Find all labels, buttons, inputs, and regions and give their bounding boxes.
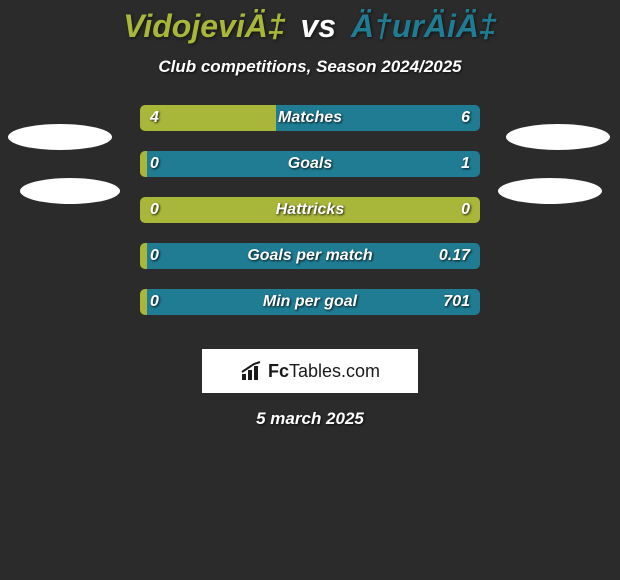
bar-left bbox=[140, 289, 147, 315]
bar-track: 0701Min per goal bbox=[140, 289, 480, 315]
date-line: 5 march 2025 bbox=[0, 409, 620, 429]
comparison-title: VidojeviÄ‡ vs Ä†urÄiÄ‡ bbox=[0, 0, 620, 45]
decorative-ellipse bbox=[8, 124, 112, 150]
bar-left bbox=[140, 197, 480, 223]
decorative-ellipse bbox=[506, 124, 610, 150]
stat-row: 0701Min per goal bbox=[0, 289, 620, 335]
bar-track: 00.17Goals per match bbox=[140, 243, 480, 269]
brand-box: FcTables.com bbox=[202, 349, 418, 393]
player1-name: VidojeviÄ‡ bbox=[123, 8, 285, 44]
bar-right bbox=[147, 151, 480, 177]
brand-text: FcTables.com bbox=[268, 361, 380, 382]
bar-track: 46Matches bbox=[140, 105, 480, 131]
bar-track: 01Goals bbox=[140, 151, 480, 177]
decorative-ellipse bbox=[20, 178, 120, 204]
brand-inner: FcTables.com bbox=[240, 360, 380, 382]
brand-text-rest: Tables.com bbox=[289, 361, 380, 381]
decorative-ellipse bbox=[498, 178, 602, 204]
bar-left bbox=[140, 151, 147, 177]
brand-text-strong: Fc bbox=[268, 361, 289, 381]
vs-text: vs bbox=[295, 8, 343, 44]
bar-left bbox=[140, 243, 147, 269]
brand-chart-icon bbox=[240, 360, 264, 382]
bar-right bbox=[276, 105, 480, 131]
subtitle: Club competitions, Season 2024/2025 bbox=[0, 57, 620, 77]
stat-row: 00.17Goals per match bbox=[0, 243, 620, 289]
stat-row: 00Hattricks bbox=[0, 197, 620, 243]
bar-right bbox=[147, 289, 480, 315]
bar-left bbox=[140, 105, 276, 131]
player2-name: Ä†urÄiÄ‡ bbox=[351, 8, 497, 44]
bar-right bbox=[147, 243, 480, 269]
bar-track: 00Hattricks bbox=[140, 197, 480, 223]
